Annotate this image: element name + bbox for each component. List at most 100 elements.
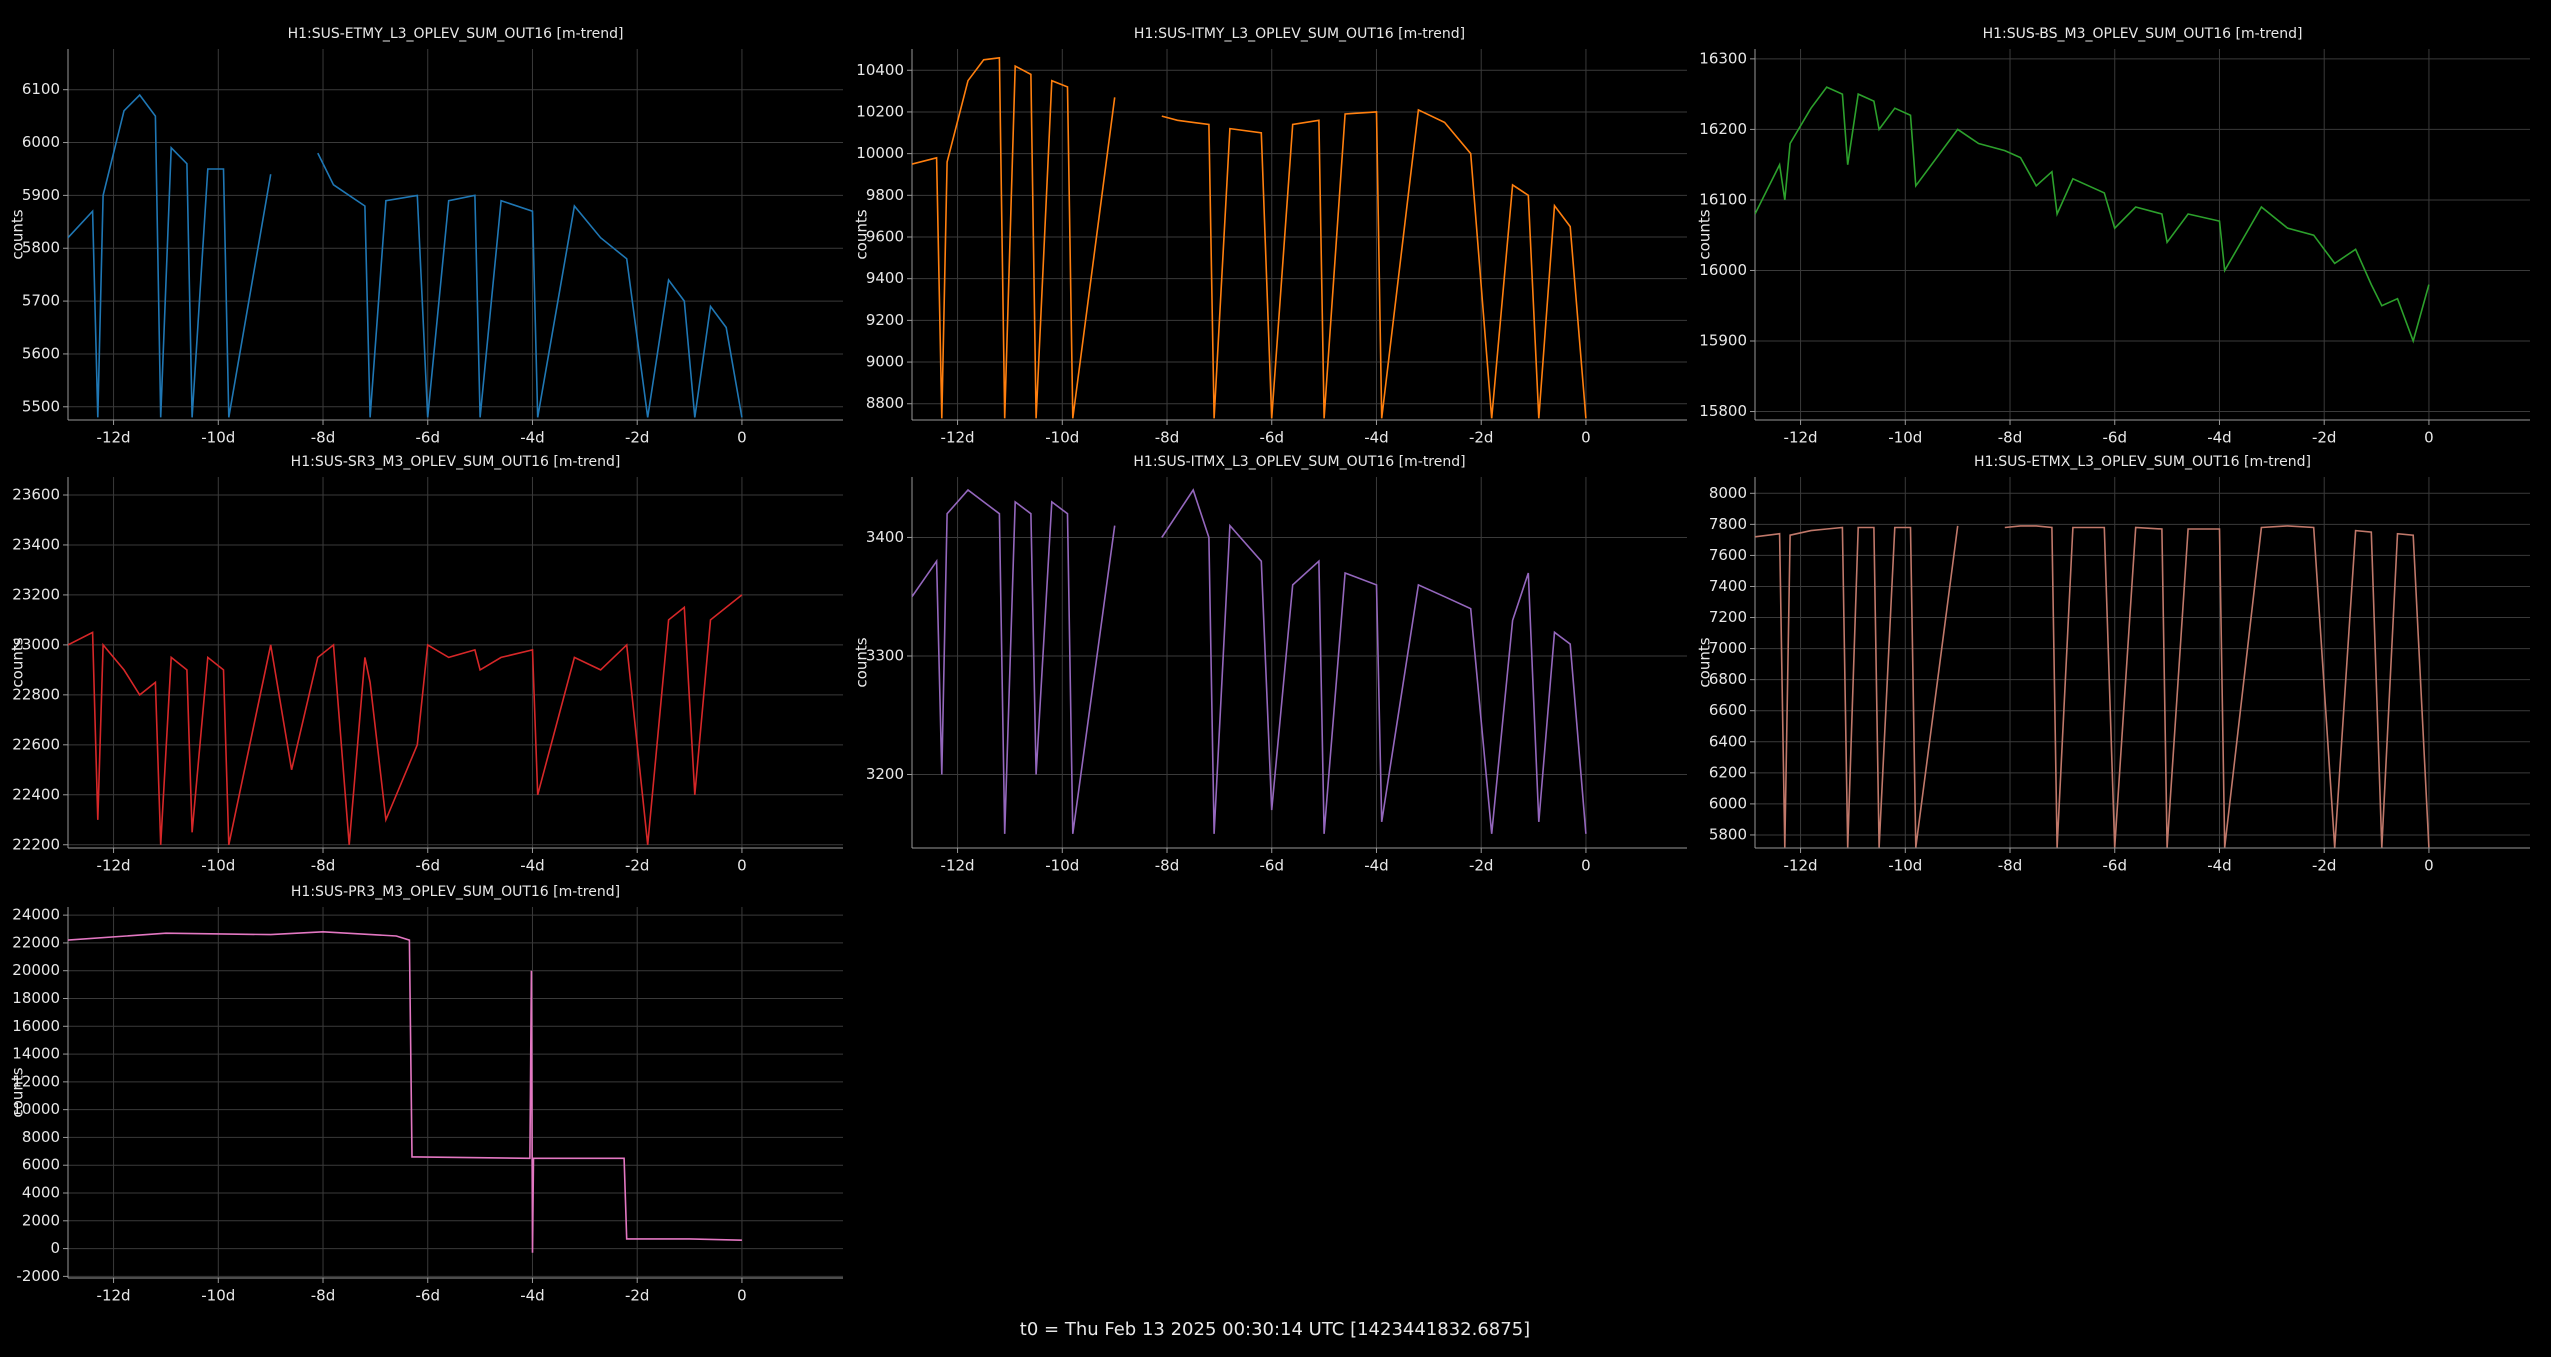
t0-footer: t0 = Thu Feb 13 2025 00:30:14 UTC [14234…: [1020, 1319, 1530, 1340]
x-tick-label: -10d: [1888, 857, 1922, 875]
x-tick-label: -2d: [625, 429, 649, 447]
x-tick-label: -12d: [941, 857, 975, 875]
y-tick-label: 14000: [12, 1045, 60, 1063]
y-tick-label: 12000: [12, 1072, 60, 1090]
x-tick-label: -2d: [625, 1287, 649, 1305]
y-tick-label: 16200: [1699, 120, 1747, 138]
x-tick-label: -4d: [520, 429, 544, 447]
trace: [68, 594, 743, 845]
y-tick-label: 7400: [1709, 577, 1747, 595]
plot-title: H1:SUS-ETMX_L3_OPLEV_SUM_OUT16 [m-trend]: [1974, 454, 2311, 470]
y-tick-label: 6100: [22, 80, 60, 98]
x-tick-label: -4d: [2207, 857, 2231, 875]
y-tick-label: 23000: [12, 635, 60, 653]
y-tick-label: 15900: [1699, 332, 1747, 350]
plot-title: H1:SUS-ETMY_L3_OPLEV_SUM_OUT16 [m-trend]: [288, 26, 624, 42]
x-tick-label: -12d: [97, 1287, 131, 1305]
x-tick-label: -10d: [201, 857, 235, 875]
x-tick-label: -6d: [2103, 429, 2127, 447]
x-tick-label: -8d: [311, 857, 335, 875]
y-tick-label: 7600: [1709, 546, 1747, 564]
y-tick-label: 9200: [866, 311, 904, 329]
y-tick-label: 3300: [866, 646, 904, 664]
x-tick-label: -12d: [97, 429, 131, 447]
x-tick-label: -6d: [1260, 429, 1284, 447]
y-tick-label: 22600: [12, 735, 60, 753]
x-tick-label: -4d: [520, 1287, 544, 1305]
y-tick-label: 7200: [1709, 608, 1747, 626]
x-tick-label: 0: [737, 857, 747, 875]
y-tick-label: 16000: [1699, 261, 1747, 279]
y-tick-label: 10000: [12, 1100, 60, 1118]
x-tick-label: -6d: [2103, 857, 2127, 875]
x-tick-label: -6d: [416, 857, 440, 875]
y-axis-label: counts: [853, 209, 871, 259]
y-tick-label: 22400: [12, 785, 60, 803]
y-tick-label: 2000: [22, 1211, 60, 1229]
x-tick-label: -4d: [2207, 429, 2231, 447]
plot-title: H1:SUS-BS_M3_OPLEV_SUM_OUT16 [m-trend]: [1983, 26, 2303, 42]
y-tick-label: 10400: [856, 61, 904, 79]
y-tick-label: 5700: [22, 292, 60, 310]
y-axis-label: counts: [1696, 637, 1714, 687]
x-tick-label: -10d: [201, 1287, 235, 1305]
y-tick-label: 6400: [1709, 732, 1747, 750]
y-tick-label: 23600: [12, 485, 60, 503]
x-tick-label: -12d: [97, 857, 131, 875]
y-tick-label: 6200: [1709, 763, 1747, 781]
y-tick-label: 18000: [12, 989, 60, 1007]
x-tick-label: -4d: [520, 857, 544, 875]
x-tick-label: -8d: [1998, 429, 2022, 447]
y-tick-label: 16100: [1699, 190, 1747, 208]
y-tick-label: 6000: [22, 1156, 60, 1174]
y-tick-label: 10000: [856, 144, 904, 162]
y-tick-label: 5800: [22, 239, 60, 257]
y-tick-label: 5500: [22, 397, 60, 415]
x-tick-label: -10d: [1045, 429, 1079, 447]
y-tick-label: 22000: [12, 933, 60, 951]
y-tick-label: 22800: [12, 685, 60, 703]
y-axis-label: counts: [853, 637, 871, 687]
x-tick-label: -10d: [201, 429, 235, 447]
y-tick-label: 3200: [866, 765, 904, 783]
y-tick-label: 5800: [1709, 825, 1747, 843]
x-tick-label: -12d: [1784, 429, 1818, 447]
y-tick-label: 8000: [22, 1128, 60, 1146]
plot-title: H1:SUS-ITMY_L3_OPLEV_SUM_OUT16 [m-trend]: [1134, 26, 1465, 42]
x-tick-label: -2d: [625, 857, 649, 875]
y-axis-label: counts: [1696, 209, 1714, 259]
y-tick-label: 10200: [856, 102, 904, 120]
y-tick-label: 6600: [1709, 701, 1747, 719]
trace: [68, 93, 743, 418]
x-tick-label: -8d: [1155, 429, 1179, 447]
y-axis-label: counts: [9, 637, 27, 687]
y-tick-label: 7000: [1709, 639, 1747, 657]
y-tick-label: 9600: [866, 228, 904, 246]
x-tick-label: -10d: [1045, 857, 1079, 875]
x-tick-label: -12d: [941, 429, 975, 447]
y-tick-label: 3400: [866, 528, 904, 546]
y-tick-label: 23400: [12, 535, 60, 553]
trace: [1755, 86, 2430, 344]
y-tick-label: 7800: [1709, 515, 1747, 533]
x-tick-label: -8d: [1998, 857, 2022, 875]
y-tick-label: 8800: [866, 394, 904, 412]
y-tick-label: 23200: [12, 585, 60, 603]
y-tick-label: 16000: [12, 1017, 60, 1035]
x-tick-label: -2d: [2312, 857, 2336, 875]
y-axis-label: counts: [9, 209, 27, 259]
plot-title: H1:SUS-SR3_M3_OPLEV_SUM_OUT16 [m-trend]: [291, 454, 621, 470]
y-tick-label: 9400: [866, 269, 904, 287]
y-tick-label: 0: [50, 1239, 60, 1257]
trace: [1755, 525, 2430, 848]
x-tick-label: 0: [2424, 857, 2434, 875]
y-tick-label: 6000: [22, 133, 60, 151]
x-tick-label: -4d: [1364, 857, 1388, 875]
plot-title: H1:SUS-ITMX_L3_OPLEV_SUM_OUT16 [m-trend]: [1133, 454, 1465, 470]
x-tick-label: -6d: [416, 1287, 440, 1305]
plot-title: H1:SUS-PR3_M3_OPLEV_SUM_OUT16 [m-trend]: [291, 884, 620, 900]
y-tick-label: 15800: [1699, 402, 1747, 420]
x-tick-label: 0: [1581, 857, 1591, 875]
y-axis-label: counts: [9, 1067, 27, 1117]
